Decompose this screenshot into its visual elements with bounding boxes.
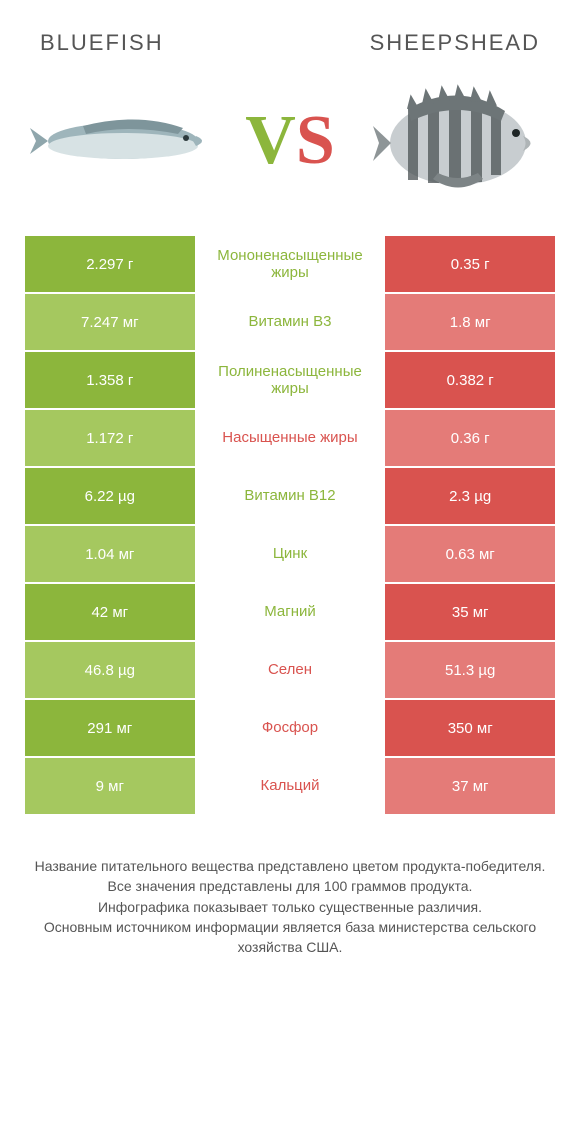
left-value: 1.172 г — [25, 410, 195, 466]
nutrient-label: Витамин B12 — [195, 468, 386, 524]
bluefish-image — [25, 106, 215, 176]
footer-line: Основным источником информации является … — [25, 917, 555, 958]
left-value: 6.22 µg — [25, 468, 195, 524]
nutrient-label: Витамин B3 — [195, 294, 386, 350]
right-value: 0.36 г — [385, 410, 555, 466]
footer-notes: Название питательного вещества представл… — [0, 816, 580, 957]
right-value: 0.63 мг — [385, 526, 555, 582]
nutrient-label: Насыщенные жиры — [195, 410, 386, 466]
nutrient-label: Магний — [195, 584, 386, 640]
footer-line: Все значения представлены для 100 граммо… — [25, 876, 555, 896]
table-row: 46.8 µgСелен51.3 µg — [25, 642, 555, 700]
sheepshead-image — [365, 81, 555, 201]
right-value: 37 мг — [385, 758, 555, 814]
nutrient-label: Фосфор — [195, 700, 386, 756]
comparison-table: 2.297 гМононенасыщенные жиры0.35 г7.247 … — [0, 236, 580, 816]
table-row: 291 мгФосфор350 мг — [25, 700, 555, 758]
table-row: 7.247 мгВитамин B31.8 мг — [25, 294, 555, 352]
table-row: 1.172 гНасыщенные жиры0.36 г — [25, 410, 555, 468]
nutrient-label: Мононенасыщенные жиры — [195, 236, 386, 292]
images-row: VS — [0, 66, 580, 236]
nutrient-label: Цинк — [195, 526, 386, 582]
left-value: 291 мг — [25, 700, 195, 756]
left-value: 1.358 г — [25, 352, 195, 408]
right-value: 0.382 г — [385, 352, 555, 408]
table-row: 42 мгМагний35 мг — [25, 584, 555, 642]
left-value: 46.8 µg — [25, 642, 195, 698]
right-value: 51.3 µg — [385, 642, 555, 698]
table-row: 1.358 гПолиненасыщенные жиры0.382 г — [25, 352, 555, 410]
footer-line: Инфографика показывает только существенн… — [25, 897, 555, 917]
left-value: 7.247 мг — [25, 294, 195, 350]
vs-s: S — [296, 102, 335, 179]
left-value: 2.297 г — [25, 236, 195, 292]
right-value: 1.8 мг — [385, 294, 555, 350]
left-product-title: Bluefish — [40, 30, 164, 56]
vs-v: V — [245, 102, 296, 179]
left-value: 9 мг — [25, 758, 195, 814]
right-product-title: Sheepshead — [370, 30, 540, 56]
nutrient-label: Полиненасыщенные жиры — [195, 352, 386, 408]
footer-line: Название питательного вещества представл… — [25, 856, 555, 876]
left-value: 42 мг — [25, 584, 195, 640]
header: Bluefish Sheepshead — [0, 0, 580, 66]
table-row: 1.04 мгЦинк0.63 мг — [25, 526, 555, 584]
right-value: 35 мг — [385, 584, 555, 640]
right-value: 2.3 µg — [385, 468, 555, 524]
left-value: 1.04 мг — [25, 526, 195, 582]
right-value: 0.35 г — [385, 236, 555, 292]
table-row: 9 мгКальций37 мг — [25, 758, 555, 816]
vs-label: VS — [245, 101, 335, 181]
nutrient-label: Селен — [195, 642, 386, 698]
right-value: 350 мг — [385, 700, 555, 756]
table-row: 6.22 µgВитамин B122.3 µg — [25, 468, 555, 526]
table-row: 2.297 гМононенасыщенные жиры0.35 г — [25, 236, 555, 294]
nutrient-label: Кальций — [195, 758, 386, 814]
